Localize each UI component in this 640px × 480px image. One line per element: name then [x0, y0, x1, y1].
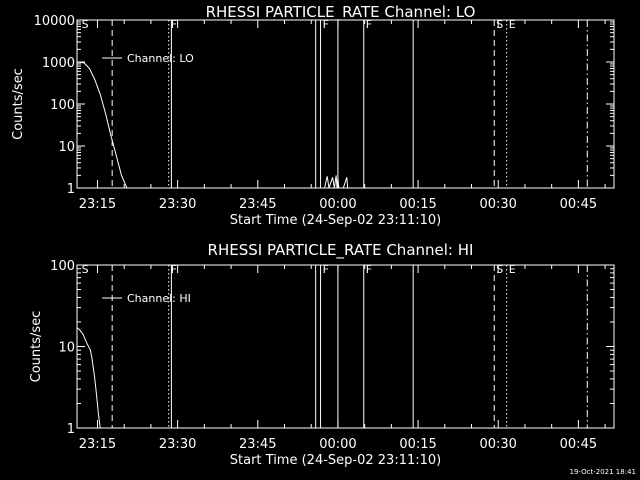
- plot-frame: [76, 264, 615, 429]
- y-axis-label: Counts/sec: [29, 311, 44, 383]
- x-tick-label: 23:15: [79, 437, 116, 452]
- lo-channel-panel: RHESSI PARTICLE_RATE Channel: LO Counts/s…: [11, 3, 615, 228]
- x-axis-label: Start Time (24-Sep-02 23:11:10): [230, 453, 441, 468]
- y-tick-label: 1000: [42, 56, 75, 71]
- chart-title: RHESSI PARTICLE_RATE Channel: LO: [206, 3, 476, 22]
- y-tick-label: 1: [67, 182, 75, 197]
- x-tick-label: 23:15: [79, 197, 116, 212]
- event-marker-label: S: [496, 18, 503, 31]
- footer-timestamp: 19-Oct-2021 18:41: [570, 468, 636, 476]
- y-axis-label: Counts/sec: [11, 68, 26, 140]
- event-marker-label: F: [323, 263, 329, 276]
- event-marker-label: S: [82, 18, 89, 31]
- series-line: [76, 61, 349, 189]
- hi-channel-panel: RHESSI PARTICLE_RATE Channel: HI Counts/s…: [29, 241, 615, 468]
- event-marker-label: F: [366, 263, 372, 276]
- y-tick-label: 10000: [34, 14, 75, 29]
- event-marker-label: F: [171, 18, 177, 31]
- y-tick-label: 10: [58, 341, 75, 356]
- x-tick-label: 23:30: [159, 437, 196, 452]
- x-tick-label: 00:30: [479, 197, 516, 212]
- x-axis-label: Start Time (24-Sep-02 23:11:10): [230, 213, 441, 228]
- x-tick-label: 00:00: [319, 437, 356, 452]
- x-tick-label: 00:30: [479, 437, 516, 452]
- chart-title: RHESSI PARTICLE_RATE Channel: HI: [208, 241, 474, 260]
- x-tick-label: 00:15: [399, 197, 436, 212]
- y-tick-label: 100: [50, 259, 75, 274]
- plot-frame: [76, 19, 615, 189]
- y-tick-label: 10: [58, 140, 75, 155]
- y-tick-label: 1: [67, 422, 75, 437]
- x-tick-label: 00:15: [399, 437, 436, 452]
- legend-label: Channel: HI: [127, 292, 191, 305]
- event-marker-label: S: [496, 263, 503, 276]
- x-tick-label: 00:00: [319, 197, 356, 212]
- event-marker-label: F: [366, 18, 372, 31]
- event-marker-label: E: [509, 263, 516, 276]
- x-tick-label: 23:30: [159, 197, 196, 212]
- x-tick-label: 23:45: [239, 437, 276, 452]
- x-tick-label: 00:45: [560, 437, 597, 452]
- x-tick-label: 23:45: [239, 197, 276, 212]
- event-marker-label: S: [82, 263, 89, 276]
- x-tick-label: 00:45: [560, 197, 597, 212]
- y-tick-label: 100: [50, 98, 75, 113]
- series-line: [76, 327, 101, 429]
- event-marker-label: E: [509, 18, 516, 31]
- event-marker-label: F: [323, 18, 329, 31]
- event-marker-label: F: [171, 263, 177, 276]
- legend-label: Channel: LO: [127, 52, 194, 65]
